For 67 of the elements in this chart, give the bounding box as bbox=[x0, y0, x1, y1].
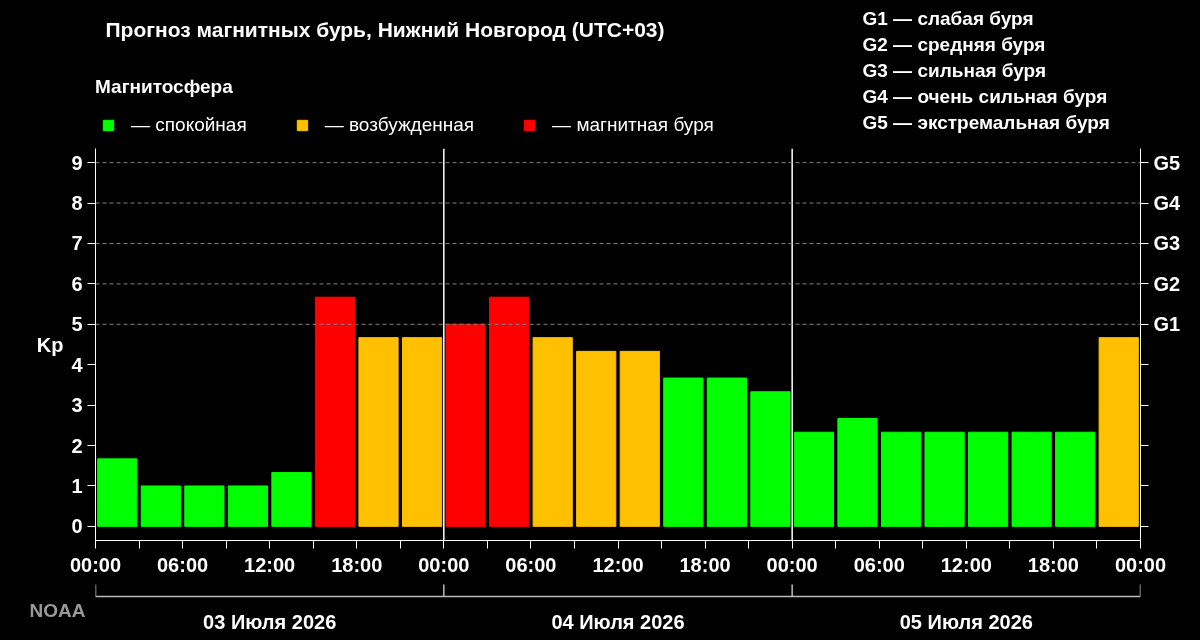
x-tick-label: 18:00 bbox=[679, 553, 731, 576]
bar bbox=[358, 337, 399, 527]
bar bbox=[880, 431, 922, 527]
ref-line-label: G2 bbox=[1153, 272, 1181, 295]
bar bbox=[97, 458, 138, 527]
bar bbox=[314, 296, 356, 527]
ref-line-label: G5 bbox=[1153, 151, 1181, 174]
x-tick-label: 00:00 bbox=[1114, 553, 1167, 576]
y-tick-label: 6 bbox=[71, 272, 83, 295]
bar bbox=[532, 337, 573, 527]
text: 05 Июля 2026 bbox=[899, 610, 1033, 633]
text: 04 Июля 2026 bbox=[551, 610, 685, 633]
bar bbox=[793, 431, 835, 527]
x-tick-label: 12:00 bbox=[592, 553, 644, 576]
bar bbox=[445, 323, 486, 527]
bar bbox=[837, 417, 878, 527]
y-tick-label: 2 bbox=[71, 434, 83, 457]
x-tick-label: 00:00 bbox=[69, 553, 122, 576]
bar bbox=[1098, 337, 1139, 527]
ref-line-label: G4 bbox=[1153, 192, 1182, 215]
bar bbox=[619, 350, 660, 527]
y-tick-label: 3 bbox=[71, 394, 83, 417]
bar bbox=[271, 472, 312, 527]
y-tick-label: 1 bbox=[71, 474, 83, 497]
x-tick-label: 12:00 bbox=[244, 553, 296, 576]
text: G4 — очень сильная буря bbox=[862, 85, 1108, 107]
bar bbox=[706, 377, 747, 527]
bar bbox=[924, 431, 965, 527]
ref-line-label: G1 bbox=[1153, 313, 1181, 336]
bar bbox=[1055, 431, 1096, 527]
text: G3 — сильная буря bbox=[862, 59, 1047, 81]
legend-title: Магнитосфера bbox=[95, 76, 234, 98]
x-tick-label: 12:00 bbox=[940, 553, 992, 576]
bar bbox=[184, 485, 225, 527]
y-tick-label: 7 bbox=[71, 232, 83, 255]
x-tick-label: 18:00 bbox=[331, 553, 383, 576]
y-tick-label: 9 bbox=[71, 151, 83, 174]
x-tick-label: 06:00 bbox=[157, 553, 209, 576]
y-tick-label: 5 bbox=[71, 313, 83, 336]
bar bbox=[968, 431, 1009, 527]
bar bbox=[750, 391, 791, 527]
x-tick-label: 00:00 bbox=[766, 553, 818, 576]
bar bbox=[140, 485, 181, 527]
bar bbox=[489, 296, 530, 527]
legend-label: — спокойная bbox=[131, 114, 247, 136]
text: G5 — экстремальная буря bbox=[862, 111, 1110, 133]
x-tick-label: 18:00 bbox=[1027, 553, 1079, 576]
legend-label: — возбужденная bbox=[324, 114, 475, 136]
bar bbox=[1011, 431, 1052, 527]
y-tick-label: 4 bbox=[71, 353, 84, 376]
legend-label: — магнитная буря bbox=[552, 114, 714, 136]
bar bbox=[576, 350, 617, 527]
x-tick-label: 06:00 bbox=[505, 553, 557, 576]
text: G2 — средняя буря bbox=[862, 33, 1046, 55]
text: NOAA bbox=[29, 600, 86, 621]
ref-line-label: G3 bbox=[1153, 232, 1181, 255]
y-tick-label: 0 bbox=[71, 515, 83, 538]
y-tick-label: 8 bbox=[71, 192, 83, 215]
x-tick-label: 06:00 bbox=[853, 553, 905, 576]
y-axis-title: Kp bbox=[36, 333, 64, 356]
x-tick-label: 00:00 bbox=[418, 553, 470, 576]
bar bbox=[401, 337, 443, 527]
bar bbox=[663, 377, 704, 527]
text: G1 — слабая буря bbox=[862, 7, 1034, 29]
bar bbox=[227, 485, 268, 527]
chart-title: Прогноз магнитных бурь, Нижний Новгород (UTC+03) bbox=[105, 17, 665, 41]
text: 03 Июля 2026 bbox=[203, 610, 337, 633]
